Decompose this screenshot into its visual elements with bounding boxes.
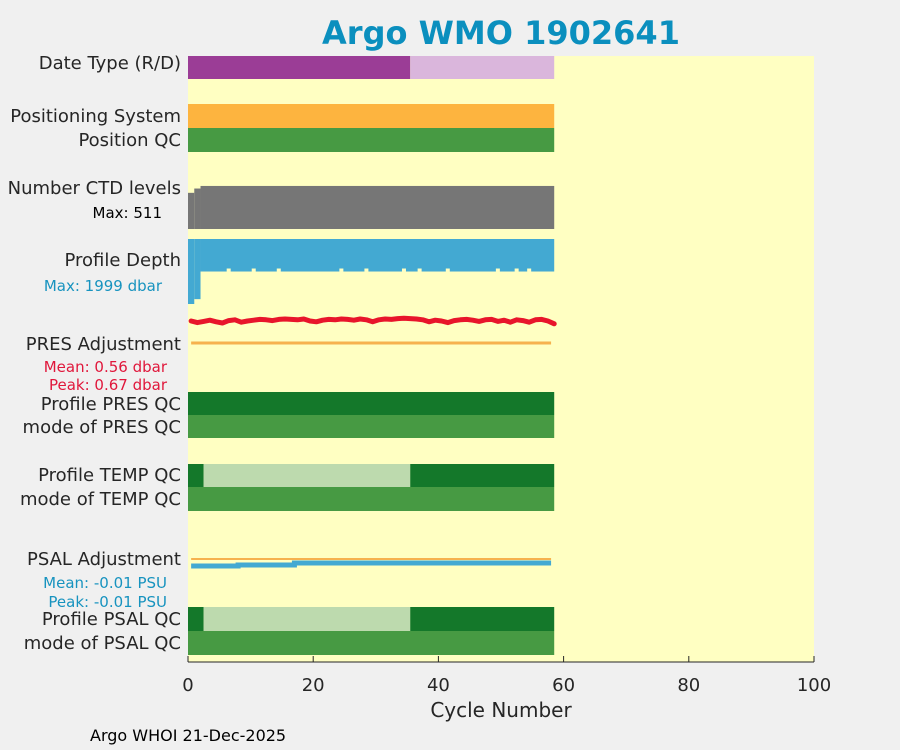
row-label-pres-adjustment: PRES Adjustment bbox=[26, 334, 181, 355]
profile-depth-bar-2 bbox=[200, 239, 555, 272]
bar-segment-date-type-r-d-1 bbox=[410, 56, 555, 79]
profile-depth-dropout-1 bbox=[251, 268, 256, 272]
profile-depth-dropout-5 bbox=[401, 268, 406, 272]
x-axis-label: Cycle Number bbox=[430, 698, 572, 722]
row-label-profile-depth: Profile Depth bbox=[64, 250, 181, 271]
pres-adjustment-line bbox=[188, 315, 557, 327]
annotation-profile-depth: Max: 1999 dbar bbox=[44, 277, 163, 295]
profile-depth-dropout-7 bbox=[445, 268, 450, 272]
profile-depth-dropout-3 bbox=[339, 268, 344, 272]
annotation-psal-adjustment-0: Mean: -0.01 PSU bbox=[43, 574, 167, 592]
ctd-levels-bar-2 bbox=[200, 185, 555, 229]
row-label-mode-of-psal-qc: mode of PSAL QC bbox=[24, 633, 181, 654]
profile-depth-dropout-9 bbox=[514, 268, 519, 272]
row-label-positioning-system: Positioning System bbox=[10, 106, 181, 127]
row-label-psal-adjustment: PSAL Adjustment bbox=[27, 549, 181, 570]
x-tick-label-20: 20 bbox=[302, 675, 325, 696]
profile-depth-bar-0 bbox=[188, 239, 195, 304]
annotation-pres-adjustment-0: Mean: 0.56 dbar bbox=[44, 358, 168, 376]
profile-depth-dropout-0 bbox=[226, 268, 231, 272]
bar-segment-profile-psal-qc-0 bbox=[188, 607, 204, 631]
profile-depth-dropout-10 bbox=[527, 268, 532, 272]
row-label-mode-of-temp-qc: mode of TEMP QC bbox=[20, 489, 181, 510]
row-label-profile-temp-qc: Profile TEMP QC bbox=[38, 465, 181, 486]
x-axis: 0 20 40 60 80 100 bbox=[182, 656, 831, 696]
row-label-mode-of-pres-qc: mode of PRES QC bbox=[23, 417, 181, 438]
annotation-psal-adjustment-1: Peak: -0.01 PSU bbox=[48, 593, 167, 611]
profile-depth-bar-1 bbox=[194, 239, 201, 300]
x-tick-label-60: 60 bbox=[552, 675, 575, 696]
row-label-position-qc: Position QC bbox=[78, 130, 181, 151]
bar-segment-positioning-system-0 bbox=[188, 104, 555, 128]
bar-segment-mode-of-temp-qc-0 bbox=[188, 487, 555, 511]
profile-depth-dropout-2 bbox=[276, 268, 281, 272]
x-tick-label-0: 0 bbox=[182, 675, 193, 696]
bar-segment-mode-of-psal-qc-0 bbox=[188, 631, 555, 655]
annotation-pres-adjustment-1: Peak: 0.67 dbar bbox=[49, 376, 168, 394]
bar-segment-profile-temp-qc-2 bbox=[410, 464, 555, 487]
data-marks bbox=[188, 56, 557, 655]
chart-title: Argo WMO 1902641 bbox=[322, 14, 680, 52]
x-tick-label-100: 100 bbox=[797, 675, 831, 696]
row-label-profile-pres-qc: Profile PRES QC bbox=[41, 394, 181, 415]
bar-segment-profile-temp-qc-1 bbox=[203, 464, 411, 487]
profile-depth-dropout-8 bbox=[495, 268, 500, 272]
bar-segment-date-type-r-d-0 bbox=[188, 56, 411, 79]
ctd-levels-bar-0 bbox=[188, 192, 195, 229]
ctd-levels-bar-1 bbox=[194, 188, 201, 229]
bar-segment-mode-of-pres-qc-0 bbox=[188, 415, 555, 438]
profile-depth-dropout-4 bbox=[364, 268, 369, 272]
profile-depth-dropout-6 bbox=[417, 268, 422, 272]
row-labels: Date Type (R/D) Positioning System Positio… bbox=[8, 53, 181, 654]
bar-segment-profile-pres-qc-0 bbox=[188, 392, 555, 415]
row-label-profile-psal-qc: Profile PSAL QC bbox=[42, 609, 181, 630]
bar-segment-position-qc-0 bbox=[188, 128, 555, 152]
bar-segment-profile-psal-qc-1 bbox=[203, 607, 411, 631]
x-tick-label-80: 80 bbox=[677, 675, 700, 696]
row-label-number-ctd-levels: Number CTD levels bbox=[8, 178, 181, 199]
row-label-date-type-r-d: Date Type (R/D) bbox=[39, 53, 181, 74]
bar-segment-profile-psal-qc-2 bbox=[410, 607, 555, 631]
x-tick-label-40: 40 bbox=[427, 675, 450, 696]
annotation-number-ctd-levels: Max: 511 bbox=[93, 204, 162, 222]
psal-adjustment-line bbox=[191, 560, 552, 569]
footer-text: Argo WHOI 21-Dec-2025 bbox=[90, 726, 286, 745]
bar-segment-profile-temp-qc-0 bbox=[188, 464, 204, 487]
